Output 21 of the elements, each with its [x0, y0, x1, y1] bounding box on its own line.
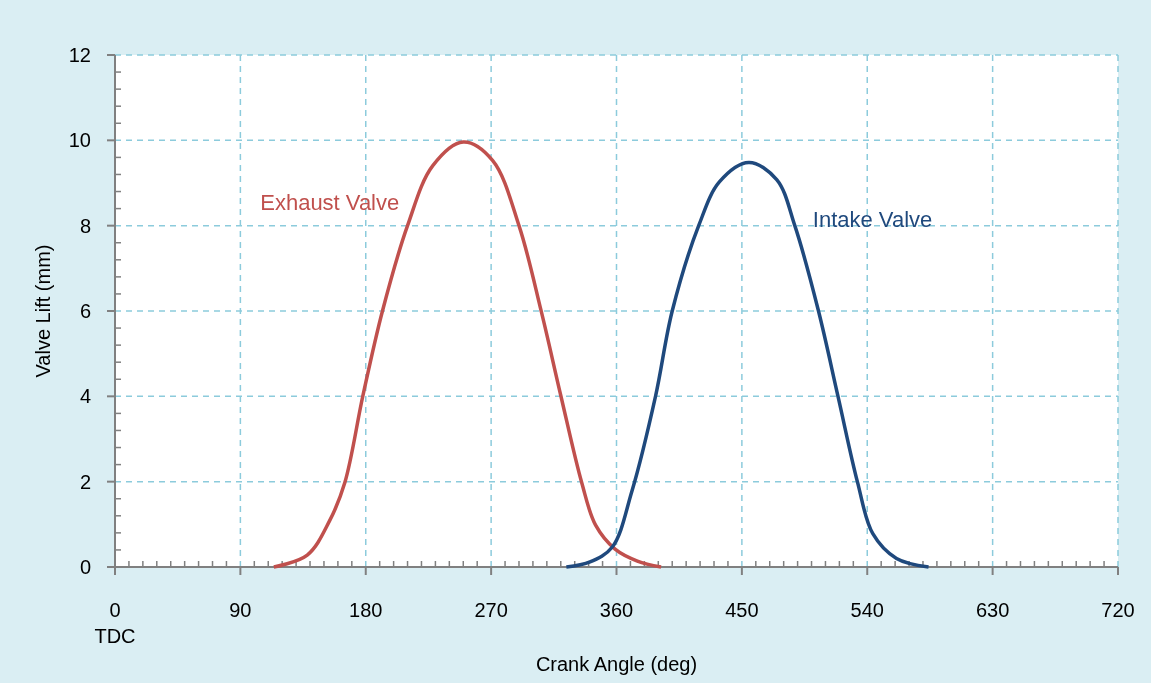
x-tick-label: 720	[1101, 599, 1135, 621]
y-tick-label: 0	[79, 556, 91, 578]
line-series	[564, 160, 931, 569]
y-tick-label: 12	[68, 44, 91, 66]
x-tick-label: 630	[975, 599, 1010, 621]
y-tick-label: 2	[79, 470, 91, 493]
x-tick-label: 180	[349, 599, 383, 621]
x-axis-title: Crank Angle (deg)	[535, 653, 698, 675]
x-tick-label: 90	[229, 599, 252, 621]
y-tick-label: 6	[79, 300, 91, 322]
x-tick-label: 270	[474, 599, 508, 621]
x-tick-label: 0 TDC	[94, 599, 136, 647]
series-label: Exhaust Valve	[260, 190, 400, 216]
series-label: Intake Valve	[812, 207, 933, 233]
y-axis-title: Valve Lift (mm)	[32, 244, 54, 378]
x-tick-label: 360	[599, 599, 634, 621]
y-tick-label: 4	[79, 385, 91, 408]
y-tick-label: 10	[68, 129, 91, 152]
x-tick-label: 450	[725, 599, 759, 621]
x-tick-label: 540	[850, 599, 884, 621]
y-tick-label: 8	[79, 214, 91, 237]
